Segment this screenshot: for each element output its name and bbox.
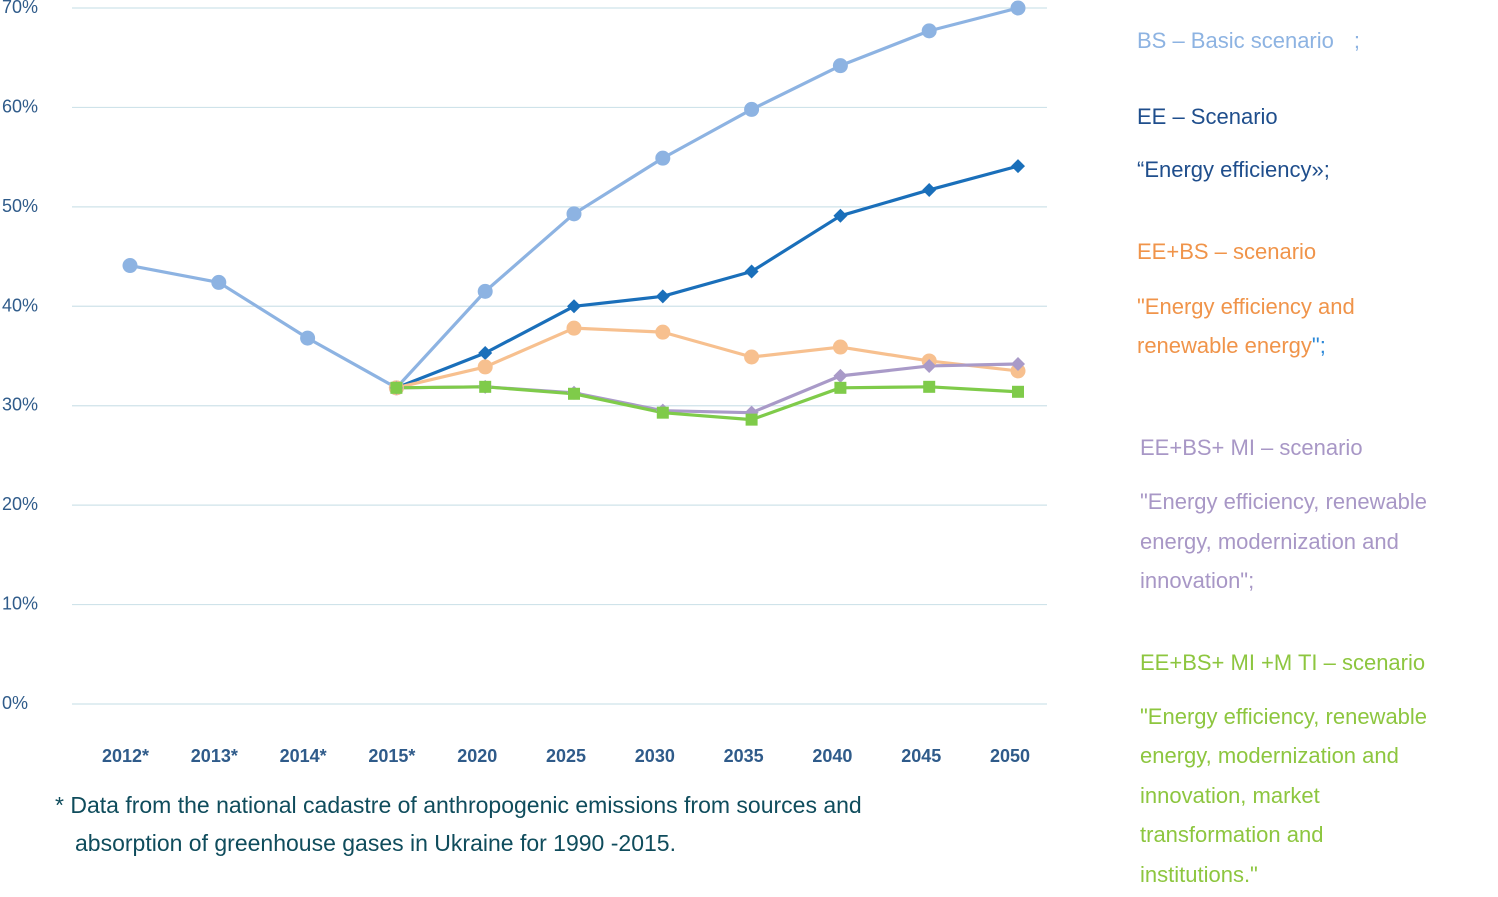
grid-lines bbox=[72, 7, 1047, 705]
point-ee_bs_mi_mti bbox=[745, 413, 758, 426]
legend-bs: BS – Basic scenario; bbox=[1137, 21, 1360, 61]
series-group bbox=[122, 0, 1026, 426]
point-ee bbox=[833, 208, 848, 223]
legend-ee-bs-mi-desc-3: innovation"; bbox=[1140, 568, 1255, 593]
point-ee_bs_mi_mti bbox=[1012, 385, 1024, 398]
point-ee bbox=[478, 346, 493, 361]
y-tick-label: 40% bbox=[2, 295, 38, 315]
legend-ee-bs-mi-mti-desc-4: transformation and bbox=[1140, 822, 1324, 847]
point-bs bbox=[566, 206, 582, 222]
series-line-ee_bs bbox=[396, 326, 1019, 390]
legend-ee-bs-mi-mti-desc-1: "Energy efficiency, renewable bbox=[1140, 704, 1428, 729]
legend-ee-bs-mi-mti-desc-5: institutions." bbox=[1140, 862, 1258, 887]
point-ee_bs_mi_mti bbox=[834, 381, 847, 394]
y-tick-label: 0% bbox=[2, 693, 28, 713]
x-tick-label: 2012* bbox=[102, 746, 149, 766]
legend-ee-desc: “Energy efficiency»; bbox=[1137, 157, 1330, 182]
x-tick-label: 2013* bbox=[191, 746, 238, 766]
series-line-ee bbox=[395, 164, 1019, 390]
point-ee bbox=[655, 289, 670, 304]
x-tick-label: 2030 bbox=[635, 746, 675, 766]
x-tick-label: 2040 bbox=[812, 746, 852, 766]
x-tick-label: 2025 bbox=[546, 746, 586, 766]
x-tick-label: 2014* bbox=[280, 746, 327, 766]
legend-ee-bs-title: EE+BS – scenario bbox=[1137, 239, 1317, 264]
point-bs bbox=[1010, 0, 1026, 16]
y-tick-label: 20% bbox=[2, 494, 38, 514]
point-bs bbox=[300, 330, 316, 346]
point-ee_bs bbox=[832, 339, 848, 355]
point-bs bbox=[211, 274, 227, 290]
point-ee bbox=[922, 182, 937, 197]
point-ee_bs bbox=[744, 349, 760, 365]
footnote-line-2: absorption of greenhouse gases in Ukrain… bbox=[75, 830, 676, 856]
x-tick-label: 2020 bbox=[457, 746, 497, 766]
series-line-ee_bs_mi_mti bbox=[396, 385, 1019, 422]
point-ee_bs_mi bbox=[1011, 356, 1025, 371]
legend-ee-bs-mi-mti-desc-2: energy, modernization and bbox=[1140, 743, 1399, 768]
legend-bs-label: BS – Basic scenario bbox=[1137, 28, 1334, 53]
point-ee_bs_mi_mti bbox=[568, 387, 580, 400]
y-tick-label: 10% bbox=[2, 594, 38, 614]
point-bs bbox=[655, 150, 671, 166]
point-ee_bs_mi bbox=[833, 368, 848, 383]
point-ee_bs bbox=[477, 359, 493, 375]
y-tick-label: 60% bbox=[2, 96, 38, 116]
point-ee_bs_mi_mti bbox=[479, 380, 492, 393]
footnote-line-1: * Data from the national cadastre of ant… bbox=[55, 792, 862, 818]
point-ee_bs_mi_mti bbox=[923, 380, 936, 393]
legend-ee-title: EE – Scenario bbox=[1137, 104, 1278, 129]
point-bs bbox=[921, 23, 937, 39]
legend-bs-semicolon: ; bbox=[1353, 28, 1360, 53]
point-bs bbox=[477, 283, 493, 299]
point-ee_bs_mi_mti bbox=[656, 406, 669, 419]
y-axis: 0% 10% 20% 30% 40% 50% 60% 70% bbox=[2, 0, 38, 713]
point-ee bbox=[1011, 159, 1025, 174]
x-tick-label: 2015* bbox=[368, 746, 415, 766]
legend-ee-bs-mi-title: EE+BS+ MI – scenario bbox=[1140, 435, 1363, 460]
point-bs bbox=[122, 258, 138, 274]
y-tick-label: 50% bbox=[2, 196, 38, 216]
legend-ee-bs-mi-desc-2: energy, modernization and bbox=[1140, 529, 1399, 554]
x-tick-label: 2045 bbox=[901, 746, 941, 766]
y-tick-label: 30% bbox=[2, 395, 38, 415]
x-tick-label: 2035 bbox=[724, 746, 764, 766]
footnote: * Data from the national cadastre of ant… bbox=[55, 786, 862, 862]
point-ee_bs_mi bbox=[922, 358, 937, 373]
x-tick-label: 2050 bbox=[990, 746, 1030, 766]
legend-ee-bs-mi-mti-title: EE+BS+ MI +M TI – scenario bbox=[1140, 650, 1426, 675]
legend-ee-bs-desc-1: "Energy efficiency and bbox=[1137, 294, 1355, 319]
legend-ee-bs-mi-desc-1: "Energy efficiency, renewable bbox=[1140, 489, 1428, 514]
point-bs bbox=[832, 58, 848, 74]
point-bs bbox=[744, 101, 760, 117]
legend-ee-bs-desc-2-text: renewable energy bbox=[1137, 333, 1312, 358]
point-ee_bs bbox=[566, 320, 582, 336]
legend-ee-bs-desc-2-tail: "; bbox=[1311, 333, 1326, 358]
legend-ee-bs-desc-2: renewable energy"; bbox=[1137, 326, 1326, 366]
line-chart: 0%10%20%30%40%50%60%70% 2012* 2013* 2014* 2… bbox=[2, 0, 1047, 766]
point-ee bbox=[567, 299, 581, 314]
x-axis: 2012* 2013* 2014* 2015* 2020 2025 2030 2035 2040… bbox=[102, 746, 1030, 766]
point-ee_bs_mi_mti bbox=[390, 381, 403, 394]
point-ee_bs bbox=[655, 324, 671, 340]
legend-ee-bs-mi-mti-desc-3: innovation, market bbox=[1140, 783, 1320, 808]
point-ee bbox=[744, 264, 759, 279]
y-tick-label: 70% bbox=[2, 0, 38, 17]
